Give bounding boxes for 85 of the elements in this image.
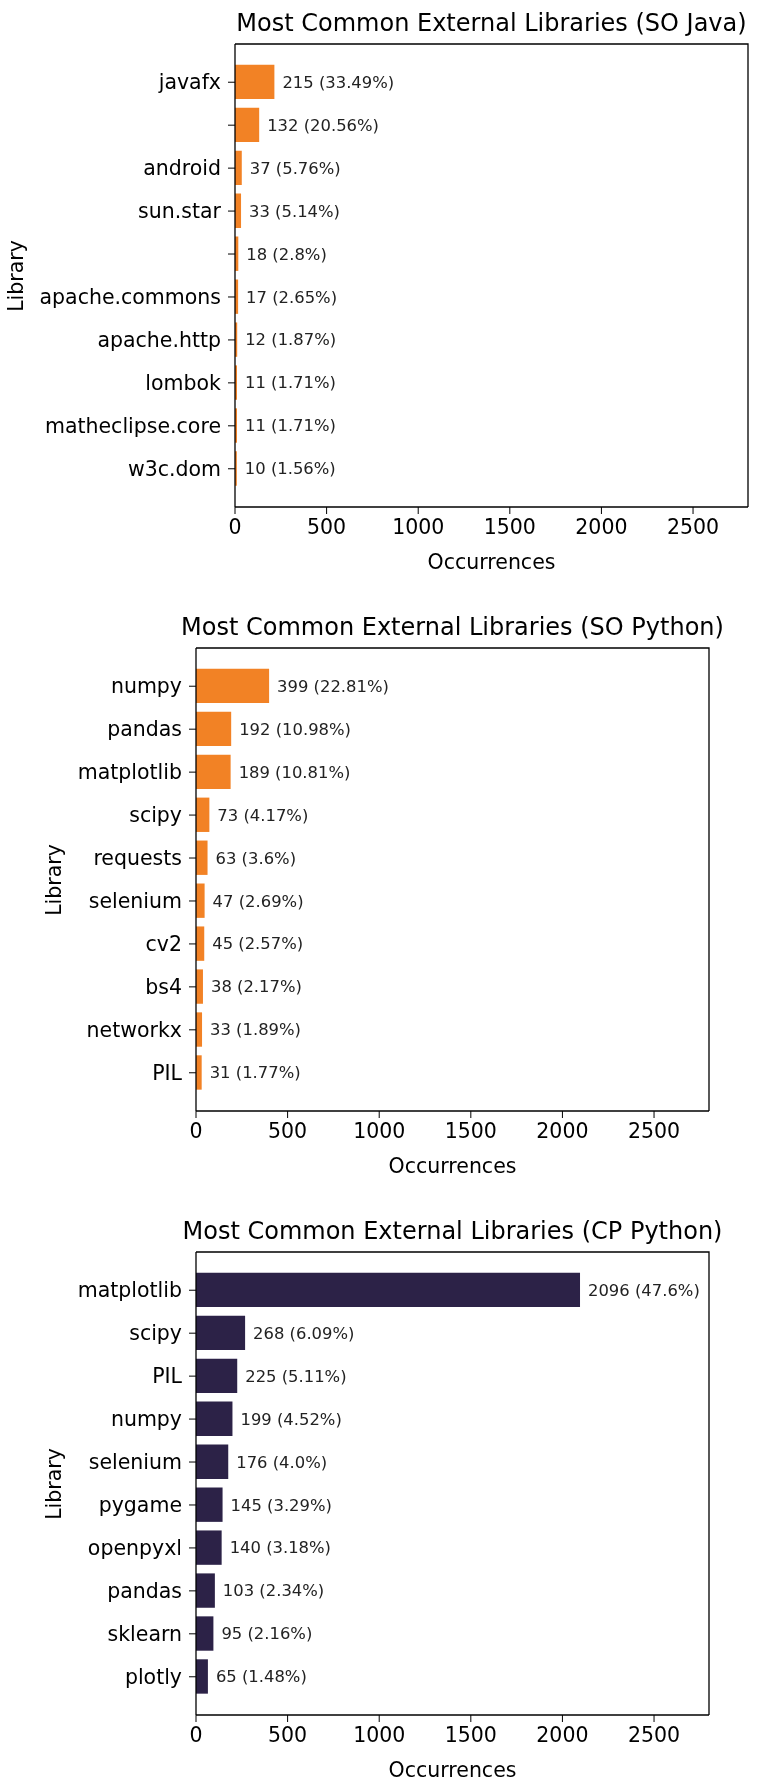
y-tick-label: scipy (129, 1321, 182, 1346)
y-tick-label: scipy (129, 803, 182, 828)
data-label: 215 (33.49%) (282, 72, 395, 92)
x-tick-label: 0 (228, 514, 242, 539)
data-label: 33 (1.89%) (210, 1020, 301, 1040)
data-label: 199 (4.52%) (240, 1409, 342, 1429)
x-tick-label: 500 (307, 514, 347, 539)
x-tick-label: 1000 (353, 1722, 406, 1747)
y-tick-label: bs4 (145, 975, 182, 1000)
y-tick-label: matheclipse.core (44, 414, 221, 438)
data-label: 31 (1.77%) (209, 1063, 301, 1083)
y-tick-label: cv2 (145, 932, 182, 957)
y-tick-label: matplotlib (77, 1278, 182, 1303)
y-tick-label: apache.http (97, 328, 221, 353)
data-label: 2096 (47.6%) (588, 1280, 700, 1300)
data-label: 45 (2.57%) (212, 934, 304, 954)
data-label: 145 (3.29%) (230, 1495, 332, 1515)
y-tick-label: w3c.dom (127, 456, 221, 481)
x-tick-label: 0 (189, 1118, 203, 1143)
x-tick-label: 2000 (536, 1118, 589, 1143)
data-label: 192 (10.98%) (239, 719, 351, 739)
chart-title: Most Common External Libraries (CP Python) (182, 1216, 723, 1246)
data-label: 12 (1.87%) (245, 330, 337, 350)
data-label: 33 (5.14%) (249, 201, 340, 221)
y-tick-label: pygame (98, 1493, 182, 1518)
data-label: 38 (2.17%) (210, 977, 302, 997)
x-axis-title: Occurrences (427, 550, 556, 574)
x-tick-label: 2500 (627, 1722, 681, 1747)
x-tick-label: 2000 (575, 514, 628, 539)
data-label: 189 (10.81%) (238, 762, 351, 782)
x-tick-label: 1500 (483, 514, 536, 539)
y-axis-title: Library (4, 239, 28, 312)
data-label: 103 (2.34%) (222, 1581, 325, 1601)
data-label: 65 (1.48%) (215, 1667, 307, 1687)
y-tick-label: selenium (88, 1450, 182, 1475)
y-tick-label: plotly (124, 1664, 182, 1689)
x-tick-label: 1500 (444, 1722, 497, 1747)
data-label: 18 (2.8%) (246, 244, 327, 264)
data-label: 132 (20.56%) (267, 115, 379, 135)
y-tick-label: selenium (88, 889, 182, 914)
y-axis-title: Library (42, 843, 66, 916)
data-label: 95 (2.16%) (221, 1624, 313, 1644)
x-tick-label: 1000 (392, 514, 445, 539)
y-tick-label: sun.star (138, 199, 222, 224)
chart-title: Most Common External Libraries (SO Python) (181, 612, 724, 642)
y-tick-label: android (143, 156, 221, 181)
data-label: 73 (4.17%) (217, 805, 309, 825)
y-tick-label: PIL (152, 1364, 183, 1389)
y-tick-label: requests (93, 846, 182, 871)
x-tick-label: 2500 (666, 514, 720, 539)
data-label: 37 (5.76%) (249, 158, 341, 178)
y-axis-title: Library (42, 1447, 66, 1520)
y-tick-label: numpy (110, 1407, 182, 1432)
y-tick-label: PIL (152, 1060, 183, 1085)
data-label: 268 (6.09%) (253, 1323, 355, 1343)
x-axis-title: Occurrences (388, 1758, 517, 1778)
x-tick-label: 2000 (536, 1722, 589, 1747)
y-tick-label: openpyxl (87, 1536, 182, 1561)
y-tick-label: apache.commons (39, 285, 221, 310)
data-label: 225 (5.11%) (245, 1366, 347, 1386)
x-axis-title: Occurrences (388, 1154, 517, 1178)
data-label: 10 (1.56%) (244, 459, 336, 479)
data-label: 176 (4.0%) (236, 1452, 328, 1472)
data-label: 47 (2.69%) (212, 891, 304, 911)
data-label: 63 (3.6%) (215, 848, 297, 868)
data-label: 11 (1.71%) (245, 373, 336, 393)
y-tick-label: networkx (86, 1018, 182, 1042)
x-tick-label: 1000 (353, 1118, 406, 1143)
x-tick-label: 2500 (627, 1118, 681, 1143)
data-label: 140 (3.18%) (229, 1538, 332, 1558)
x-tick-label: 0 (189, 1722, 203, 1747)
y-tick-label: numpy (110, 674, 182, 699)
y-tick-label: matplotlib (77, 760, 182, 785)
y-tick-label: pandas (107, 1579, 182, 1604)
data-label: 17 (2.65%) (246, 287, 338, 307)
y-tick-label: javafx (157, 70, 221, 95)
x-tick-label: 500 (268, 1118, 308, 1143)
data-label: 399 (22.81%) (277, 676, 389, 696)
x-tick-label: 1500 (444, 1118, 497, 1143)
y-tick-label: pandas (107, 717, 182, 742)
data-label: 11 (1.71%) (245, 416, 336, 436)
x-tick-label: 500 (268, 1722, 308, 1747)
chart-title: Most Common External Libraries (SO Java) (236, 8, 747, 38)
y-tick-label: sklearn (107, 1622, 182, 1646)
y-tick-label: lombok (145, 371, 222, 396)
